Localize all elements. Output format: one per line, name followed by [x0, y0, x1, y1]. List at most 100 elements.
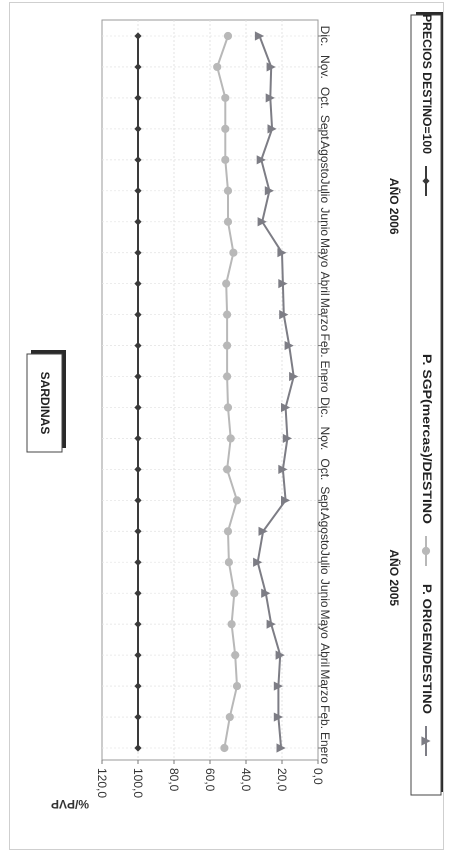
data-point-s1 — [223, 372, 232, 381]
data-point-s2 — [134, 187, 142, 195]
data-point-s1 — [221, 155, 230, 164]
series-line-1 — [216, 35, 239, 749]
data-point-s1 — [223, 465, 232, 474]
data-point-s1 — [226, 434, 235, 443]
data-point-s2 — [134, 403, 142, 412]
data-point-s1 — [223, 186, 233, 195]
value-tick-label: 0,0 — [311, 768, 325, 785]
data-point-s2 — [134, 713, 142, 721]
data-point-s2 — [134, 311, 142, 319]
data-point-s2 — [134, 341, 142, 350]
data-point-s1 — [225, 712, 234, 722]
category-label: Enero — [318, 361, 332, 393]
data-point-s0 — [278, 464, 288, 474]
category-label: Feb. — [318, 334, 332, 358]
legend-label-0: P. ORIGEN/DESTINO — [420, 584, 432, 714]
data-point-s0 — [258, 526, 268, 536]
category-label: Abril — [318, 272, 332, 296]
data-point-s0 — [281, 495, 291, 505]
category-label: Nov. — [318, 427, 332, 451]
data-point-s1 — [223, 527, 233, 536]
data-point-s2 — [134, 744, 142, 752]
page-border — [9, 2, 444, 850]
category-label: Agosto — [318, 513, 332, 551]
category-label: Marzo — [318, 669, 332, 703]
legend-marker-1 — [421, 546, 431, 556]
legend-marker-0 — [421, 736, 431, 746]
data-point-s1 — [223, 403, 233, 412]
category-label: Sept. — [318, 115, 332, 143]
data-point-s0 — [266, 619, 276, 629]
value-axis-label: %/PVP — [51, 797, 89, 811]
category-label: Oct. — [318, 458, 332, 480]
data-point-s2 — [134, 496, 142, 504]
data-point-s2 — [134, 94, 142, 102]
category-label: Sept. — [318, 486, 332, 514]
value-tick-label: 80,0 — [167, 768, 181, 792]
data-point-s2 — [134, 651, 142, 659]
data-point-s0 — [273, 712, 283, 722]
data-point-s2 — [134, 372, 142, 381]
marks-layer — [134, 31, 431, 756]
category-label: Feb. — [318, 705, 332, 729]
category-label: Dic. — [318, 397, 332, 418]
category-label: Abril — [318, 643, 332, 667]
category-label: Junio — [318, 579, 332, 608]
data-point-s2 — [134, 280, 142, 288]
data-point-s1 — [227, 620, 236, 629]
data-point-s2 — [134, 589, 142, 597]
category-label: Agosto — [318, 141, 332, 179]
data-point-s1 — [232, 681, 242, 691]
data-point-s1 — [223, 310, 232, 319]
data-point-s0 — [277, 248, 287, 258]
data-point-s0 — [278, 279, 288, 289]
data-point-s1 — [221, 124, 230, 133]
data-point-s2 — [134, 63, 142, 71]
data-point-s1 — [229, 248, 238, 257]
title-box — [26, 353, 63, 453]
category-label: Oct. — [318, 87, 332, 109]
value-tick-label: 100,0 — [131, 768, 145, 798]
data-point-s1 — [230, 589, 239, 598]
category-label: Marzo — [318, 298, 332, 332]
data-point-s0 — [264, 186, 274, 196]
data-point-s1 — [213, 62, 222, 72]
data-point-s0 — [266, 62, 276, 72]
data-point-s0 — [265, 93, 275, 103]
data-point-s2 — [134, 465, 142, 473]
legend-box — [410, 14, 442, 796]
category-label: Junio — [318, 207, 332, 236]
category-label: Nov. — [318, 55, 332, 79]
legend-marker-2 — [422, 177, 430, 185]
data-point-s2 — [134, 249, 142, 257]
category-label: Dic. — [318, 26, 332, 47]
value-tick-label: 40,0 — [239, 768, 253, 792]
data-point-s2 — [134, 434, 142, 443]
category-label: Enero — [318, 732, 332, 764]
data-point-s1 — [221, 93, 230, 103]
data-point-s0 — [282, 433, 292, 444]
data-point-s2 — [134, 32, 142, 40]
data-point-s0 — [254, 31, 265, 41]
data-point-s1 — [223, 31, 233, 41]
data-point-s1 — [220, 743, 229, 753]
text-layer: 0,0 20,0 40,0 60,0 80,0 100,0 120,0 Enero Feb. Ma… — [38, 14, 432, 811]
series-line-0 — [256, 35, 295, 749]
value-tick-label: 120,0 — [95, 768, 109, 798]
data-point-s2 — [134, 125, 142, 133]
legend-label-2: PRECIOS DESTINO=100 — [420, 14, 432, 154]
data-point-s0 — [257, 217, 267, 227]
data-point-s0 — [289, 371, 299, 382]
data-point-s0 — [281, 402, 291, 413]
data-point-s1 — [222, 279, 231, 288]
year-label-2006: AÑO 2006 — [387, 178, 402, 235]
data-point-s2 — [134, 218, 142, 226]
data-point-s0 — [276, 743, 286, 753]
data-point-s0 — [273, 681, 283, 691]
data-point-s1 — [223, 341, 232, 350]
chart-title: SARDINAS — [38, 372, 52, 435]
data-point-s1 — [223, 217, 233, 226]
value-tick-label: 60,0 — [203, 768, 217, 792]
